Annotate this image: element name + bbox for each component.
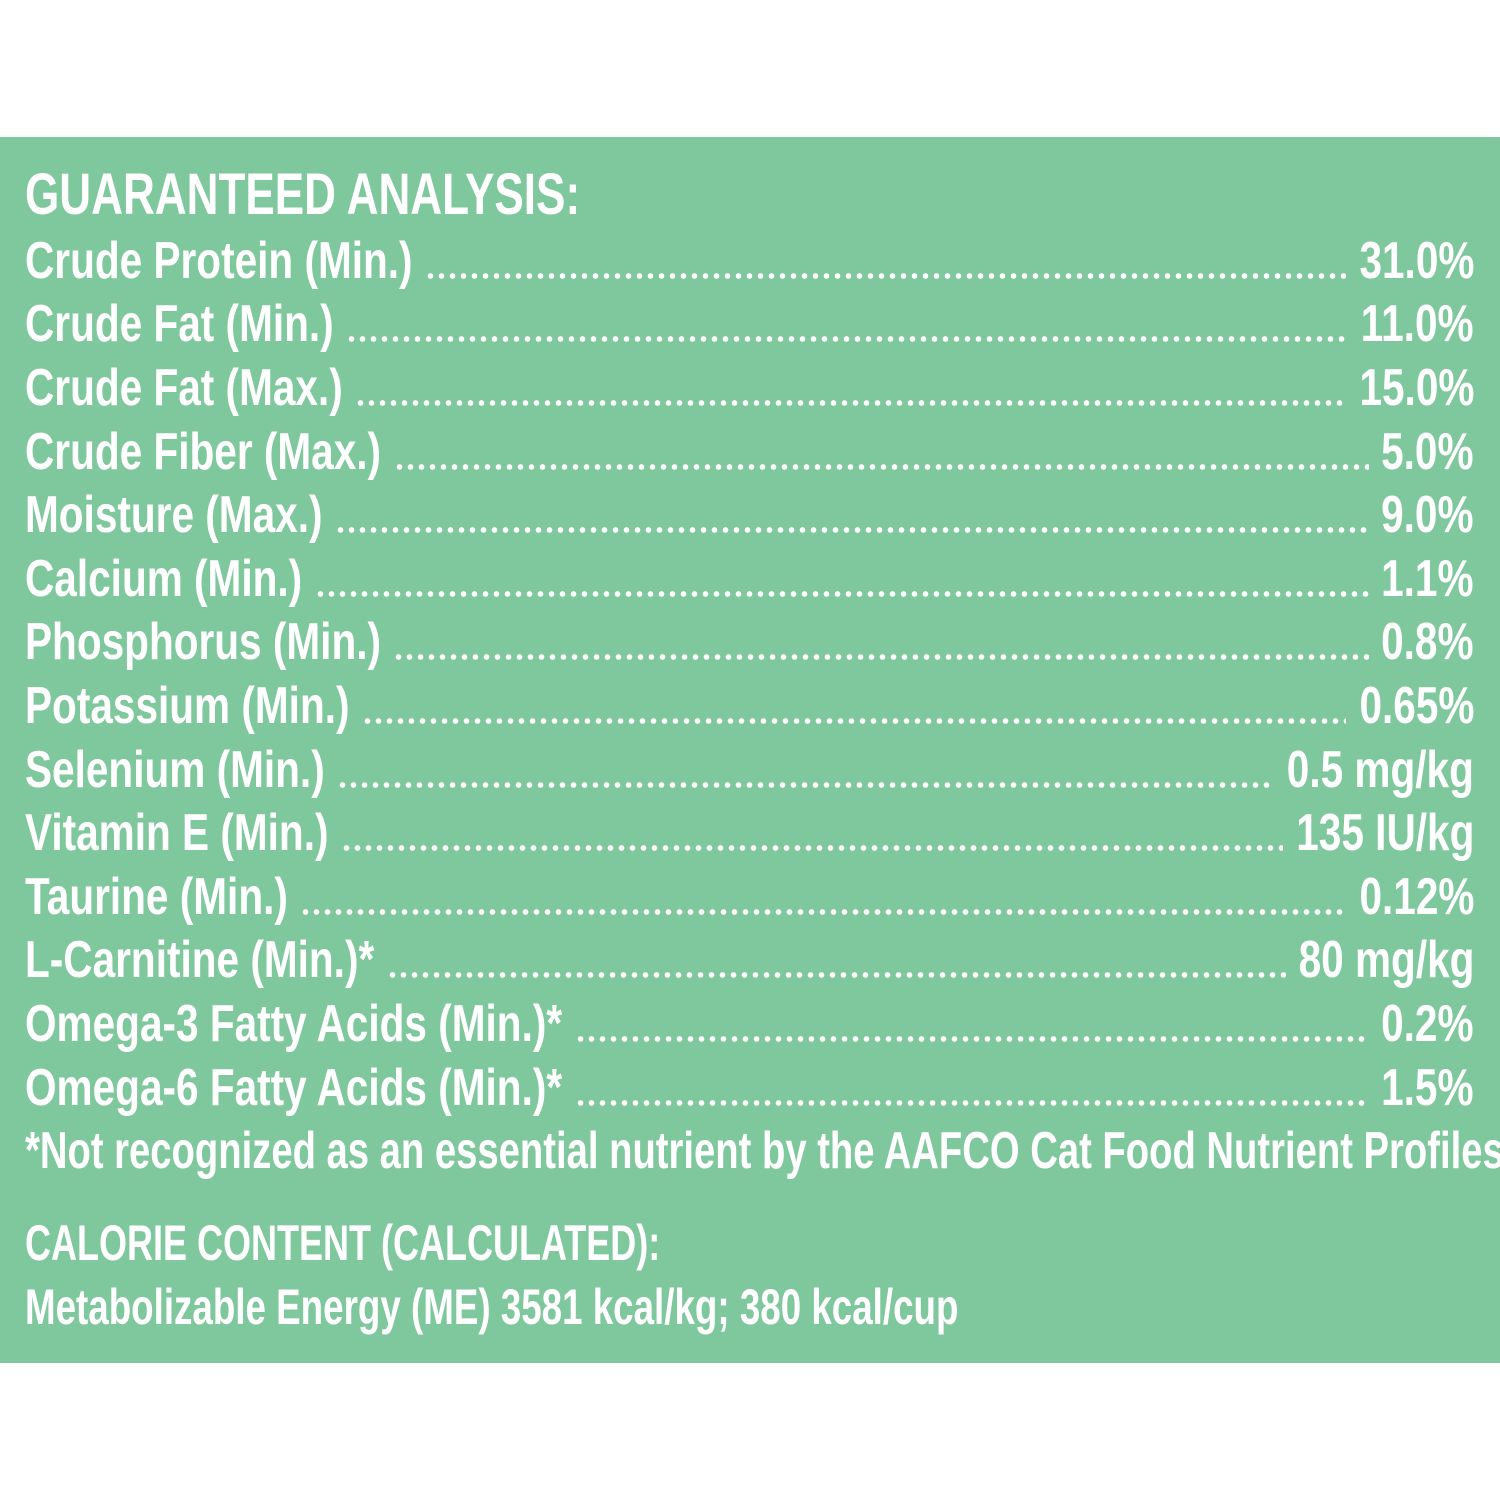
dot-leader (575, 1034, 1369, 1043)
dot-leader (337, 780, 1274, 789)
nutrient-label: Crude Fat (Min.) (25, 295, 334, 354)
nutrient-row-calcium: Calcium (Min.) 1.1% (25, 547, 1474, 611)
nutrient-value: 0.12% (1359, 867, 1474, 926)
dot-leader (346, 335, 1349, 344)
dot-leader (575, 1098, 1369, 1107)
nutrient-row-omega-6: Omega-6 Fatty Acids (Min.)* 1.5% (25, 1056, 1474, 1120)
nutrient-label: Crude Fiber (Max.) (25, 422, 382, 481)
dot-leader (393, 653, 1369, 662)
nutrient-row-selenium: Selenium (Min.) 0.5 mg/kg (25, 738, 1474, 802)
nutrient-row-phosphorus: Phosphorus (Min.) 0.8% (25, 611, 1474, 675)
nutrient-value: 0.8% (1381, 613, 1474, 672)
dot-leader (335, 526, 1369, 535)
nutrient-label: Potassium (Min.) (25, 676, 350, 735)
nutrient-value: 135 IU/kg (1296, 804, 1474, 863)
dot-leader (425, 271, 1346, 280)
nutrient-label: Crude Protein (Min.) (25, 231, 413, 290)
nutrient-label: Taurine (Min.) (25, 867, 288, 926)
dot-leader (387, 971, 1286, 980)
nutrient-value: 15.0% (1359, 358, 1474, 417)
nutrient-value: 0.5 mg/kg (1286, 740, 1474, 799)
nutrient-label: Crude Fat (Max.) (25, 358, 343, 417)
nutrient-value: 1.1% (1381, 549, 1474, 608)
nutrient-row-potassium: Potassium (Min.) 0.65% (25, 674, 1474, 738)
guaranteed-analysis-title: GUARANTEED ANALYSIS: (25, 162, 581, 227)
nutrient-row-moisture: Moisture (Max.) 9.0% (25, 483, 1474, 547)
dot-leader (300, 907, 1346, 916)
nutrient-label: Vitamin E (Min.) (25, 804, 329, 863)
nutrient-label: Moisture (Max.) (25, 486, 323, 545)
nutrient-row-crude-fat-min: Crude Fat (Min.) 11.0% (25, 293, 1474, 357)
calorie-content-title: CALORIE CONTENT (CALCULATED): (25, 1215, 661, 1271)
nutrient-row-l-carnitine: L-Carnitine (Min.)* 80 mg/kg (25, 929, 1474, 993)
nutrient-row-crude-protein: Crude Protein (Min.) 31.0% (25, 229, 1474, 293)
nutrient-label: Phosphorus (Min.) (25, 613, 381, 672)
dot-leader (362, 716, 1346, 725)
calorie-content-value: Metabolizable Energy (ME) 3581 kcal/kg; … (25, 1279, 959, 1335)
nutrient-value: 1.5% (1381, 1058, 1474, 1117)
nutrient-value: 0.2% (1381, 994, 1474, 1053)
nutrient-row-taurine: Taurine (Min.) 0.12% (25, 865, 1474, 929)
nutrient-row-vitamin-e: Vitamin E (Min.) 135 IU/kg (25, 801, 1474, 865)
dot-leader (341, 844, 1283, 853)
nutrient-label: Omega-3 Fatty Acids (Min.)* (25, 994, 563, 1053)
dot-leader (355, 398, 1346, 407)
nutrient-value: 0.65% (1359, 676, 1474, 735)
nutrient-value: 5.0% (1381, 422, 1474, 481)
nutrient-value: 31.0% (1359, 231, 1474, 290)
guaranteed-analysis-panel: GUARANTEED ANALYSIS: Crude Protein (Min.… (0, 137, 1500, 1363)
nutrient-label: L-Carnitine (Min.)* (25, 931, 375, 990)
nutrient-row-crude-fiber: Crude Fiber (Max.) 5.0% (25, 420, 1474, 484)
dot-leader (394, 462, 1369, 471)
nutrient-list: Crude Protein (Min.) 31.0% Crude Fat (Mi… (25, 229, 1474, 1119)
nutrient-label: Calcium (Min.) (25, 549, 303, 608)
nutrient-value: 9.0% (1381, 486, 1474, 545)
dot-leader (315, 589, 1369, 598)
nutrient-label: Selenium (Min.) (25, 740, 325, 799)
aafco-footnote: *Not recognized as an essential nutrient… (25, 1122, 1500, 1180)
nutrient-row-crude-fat-max: Crude Fat (Max.) 15.0% (25, 356, 1474, 420)
nutrient-value: 11.0% (1360, 295, 1474, 354)
nutrient-label: Omega-6 Fatty Acids (Min.)* (25, 1058, 563, 1117)
nutrient-value: 80 mg/kg (1298, 931, 1474, 990)
nutrient-row-omega-3: Omega-3 Fatty Acids (Min.)* 0.2% (25, 992, 1474, 1056)
